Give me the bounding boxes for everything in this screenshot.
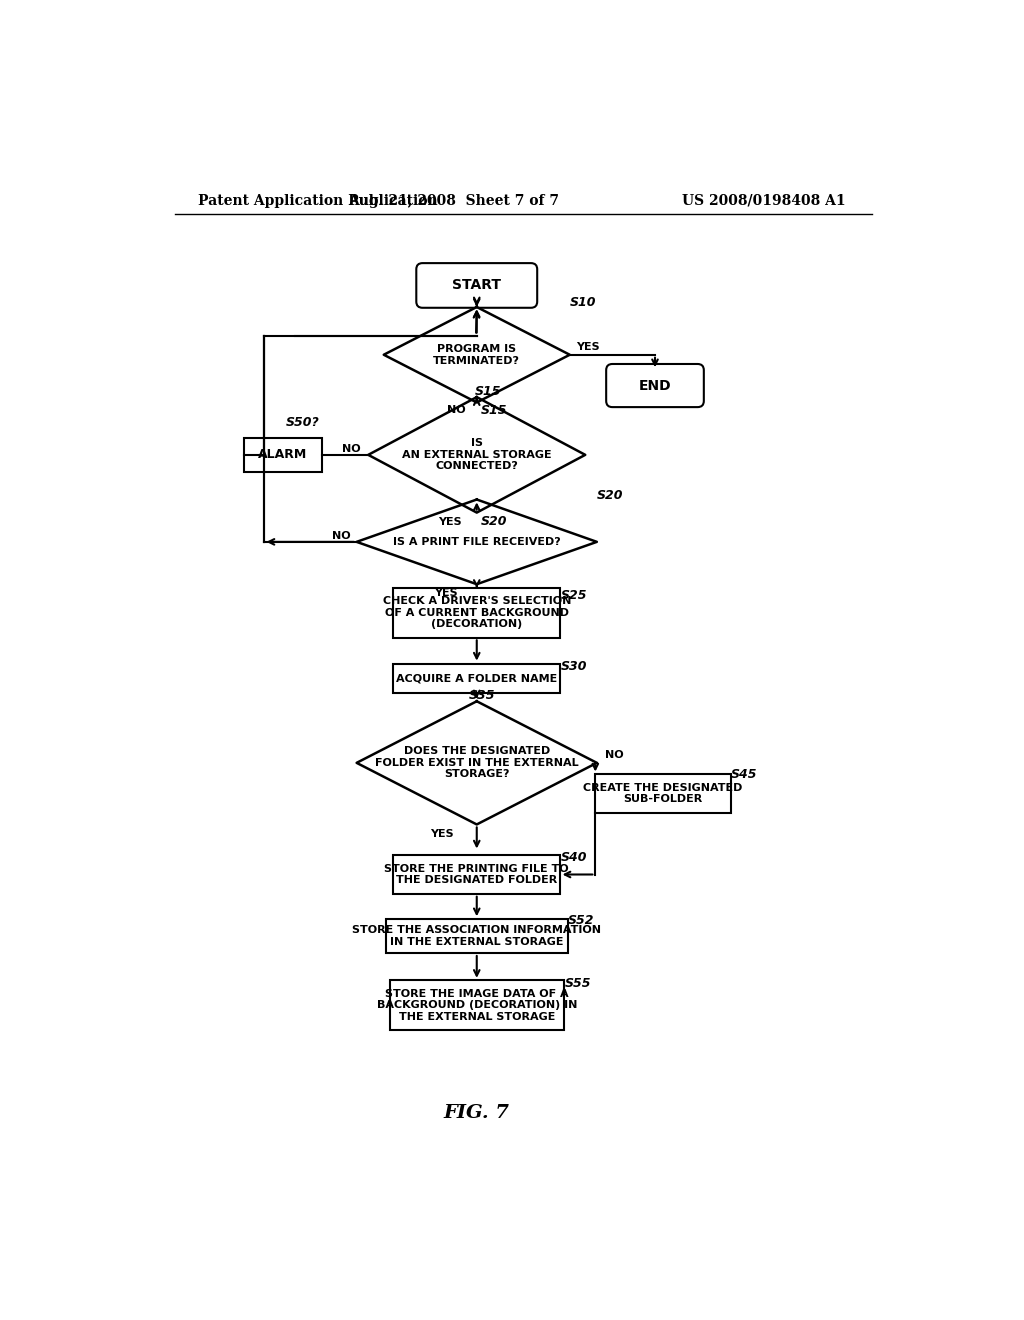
Text: NO: NO — [342, 444, 360, 454]
Text: IS A PRINT FILE RECEIVED?: IS A PRINT FILE RECEIVED? — [393, 537, 560, 546]
Polygon shape — [369, 397, 586, 512]
Text: S35: S35 — [469, 689, 496, 702]
Text: Patent Application Publication: Patent Application Publication — [198, 194, 437, 207]
Text: STORE THE ASSOCIATION INFORMATION
IN THE EXTERNAL STORAGE: STORE THE ASSOCIATION INFORMATION IN THE… — [352, 925, 601, 946]
Text: YES: YES — [575, 342, 600, 352]
Text: END: END — [639, 379, 672, 392]
Text: PROGRAM IS
TERMINATED?: PROGRAM IS TERMINATED? — [433, 345, 520, 366]
Text: CHECK A DRIVER'S SELECTION
OF A CURRENT BACKGROUND
(DECORATION): CHECK A DRIVER'S SELECTION OF A CURRENT … — [383, 597, 571, 630]
Text: S40: S40 — [560, 851, 587, 865]
Text: NO: NO — [332, 531, 350, 541]
Text: S25: S25 — [560, 589, 587, 602]
Text: CREATE THE DESIGNATED
SUB-FOLDER: CREATE THE DESIGNATED SUB-FOLDER — [583, 783, 742, 804]
Bar — [393, 855, 560, 894]
Text: NO: NO — [604, 750, 624, 760]
Text: S30: S30 — [560, 660, 587, 673]
Text: S15: S15 — [475, 385, 502, 399]
Text: ACQUIRE A FOLDER NAME: ACQUIRE A FOLDER NAME — [396, 673, 557, 684]
Text: STORE THE IMAGE DATA OF A
BACKGROUND (DECORATION) IN
THE EXTERNAL STORAGE: STORE THE IMAGE DATA OF A BACKGROUND (DE… — [377, 989, 577, 1022]
Text: S15: S15 — [480, 404, 507, 417]
Text: STORE THE PRINTING FILE TO
THE DESIGNATED FOLDER: STORE THE PRINTING FILE TO THE DESIGNATE… — [384, 863, 569, 886]
Bar — [389, 981, 564, 1031]
Bar — [393, 664, 560, 693]
Bar — [386, 919, 568, 953]
FancyBboxPatch shape — [417, 263, 538, 308]
Text: S50?: S50? — [286, 416, 319, 429]
Text: S20: S20 — [480, 515, 507, 528]
Text: US 2008/0198408 A1: US 2008/0198408 A1 — [682, 194, 846, 207]
Text: S52: S52 — [568, 915, 595, 927]
Polygon shape — [356, 701, 597, 825]
Text: YES: YES — [437, 517, 461, 527]
Text: Aug. 21, 2008  Sheet 7 of 7: Aug. 21, 2008 Sheet 7 of 7 — [348, 194, 559, 207]
Polygon shape — [384, 308, 569, 403]
Text: IS
AN EXTERNAL STORAGE
CONNECTED?: IS AN EXTERNAL STORAGE CONNECTED? — [402, 438, 552, 471]
Text: YES: YES — [434, 589, 458, 598]
Bar — [245, 438, 322, 471]
Text: START: START — [453, 279, 502, 293]
Text: S10: S10 — [569, 296, 596, 309]
Bar — [595, 775, 730, 813]
Text: ALARM: ALARM — [258, 449, 307, 462]
Bar — [393, 587, 560, 638]
Text: S55: S55 — [564, 977, 591, 990]
Polygon shape — [356, 499, 597, 585]
Text: FIG. 7: FIG. 7 — [443, 1105, 510, 1122]
Text: YES: YES — [430, 829, 454, 838]
Text: DOES THE DESIGNATED
FOLDER EXIST IN THE EXTERNAL
STORAGE?: DOES THE DESIGNATED FOLDER EXIST IN THE … — [375, 746, 579, 779]
Text: S20: S20 — [597, 490, 624, 502]
Text: NO: NO — [446, 405, 465, 416]
FancyBboxPatch shape — [606, 364, 703, 407]
Text: S45: S45 — [731, 768, 758, 781]
